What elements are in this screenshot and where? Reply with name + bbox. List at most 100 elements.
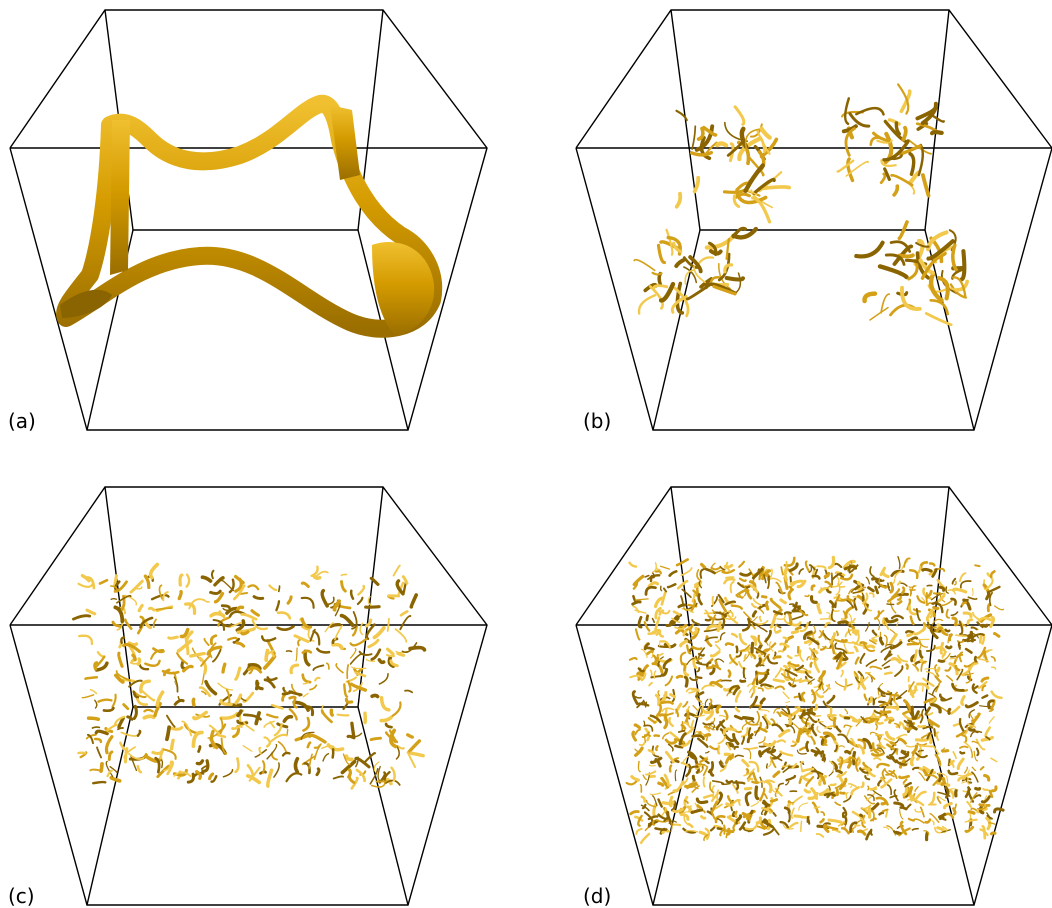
vortex-strand (408, 645, 427, 652)
vortex-strand (830, 760, 838, 771)
vortex-strand (711, 664, 722, 671)
vortex-strand (846, 595, 852, 604)
vortex-strand (838, 777, 848, 791)
vortex-strand (988, 716, 995, 724)
vortex-strand (281, 690, 294, 696)
vortex-strand (672, 780, 685, 793)
vortex-strand (122, 703, 130, 711)
vortex-strand (867, 794, 875, 802)
vortex-strand (837, 620, 852, 628)
vortex-strand (668, 716, 675, 728)
vortex-strand (295, 647, 298, 662)
vortex-strand (234, 577, 243, 593)
vortex-strand (723, 577, 736, 585)
vortex-strand (276, 611, 292, 620)
vortex-strand (369, 768, 379, 785)
vortex-strand (215, 733, 227, 739)
vortex-strand (886, 690, 892, 705)
vortex-strand (939, 816, 945, 821)
vortex-strand (683, 721, 691, 729)
vortex-strand (743, 653, 747, 660)
vortex-strand (702, 765, 709, 776)
vortex-strand (871, 629, 878, 636)
vortex-strand (936, 276, 950, 301)
vortex-strand (406, 739, 422, 755)
vortex-strand (261, 760, 266, 775)
vortex-strand (919, 806, 925, 818)
vortex-strand (308, 733, 327, 744)
vortex-strand (369, 736, 382, 742)
vortex-strand (799, 609, 809, 617)
vortex-strand (674, 744, 684, 749)
vortex-strand (817, 718, 826, 727)
vortex-strand (831, 828, 841, 834)
vortex-strand (728, 142, 735, 163)
vortex-strand (399, 610, 409, 617)
vortex-strand (690, 808, 704, 814)
vortex-strand (209, 634, 218, 646)
vortex-strand (898, 751, 910, 760)
vortex-strand (210, 775, 218, 783)
vortex-strand (966, 800, 972, 808)
vortex-strand (695, 797, 709, 805)
vortex-strand (710, 717, 716, 723)
vortex-strand (810, 689, 817, 704)
vortex-strand (219, 712, 239, 720)
vortex-strand (120, 636, 126, 645)
vortex-strand (276, 722, 289, 729)
vortex-strand (888, 770, 898, 779)
vortex-strand (699, 277, 714, 289)
vortex-strand (889, 633, 898, 645)
vortex-strand (327, 596, 335, 606)
vortex-strand (738, 660, 747, 670)
vortex-strand (848, 112, 871, 128)
vortex-strand (931, 568, 938, 578)
vortex-strand (234, 693, 243, 705)
vortex-strand (313, 743, 322, 761)
vortex-strand (918, 771, 926, 781)
vortex-strand (799, 621, 809, 633)
vortex-strand (655, 567, 661, 571)
vortex-strand (950, 655, 957, 658)
vortex-strand (313, 570, 329, 579)
vortex-strand (708, 249, 723, 256)
vortex-strand (698, 580, 703, 589)
vortex-strand (869, 306, 889, 321)
vortex-strand (660, 776, 670, 789)
vortex-strand (820, 677, 825, 691)
vortex-strand (667, 743, 674, 752)
vortex-strand (726, 815, 741, 825)
vortex-strand (842, 806, 848, 818)
vortex-strand (228, 578, 235, 594)
vortex-strand (981, 684, 987, 692)
vortex-strand (750, 616, 758, 623)
vortex-strand (222, 606, 237, 611)
vortex-strand (658, 609, 665, 616)
vortex-strand (894, 722, 901, 729)
vortex-strand (292, 698, 298, 709)
vortex-structures-c (72, 562, 427, 790)
vortex-strand (925, 768, 934, 782)
vortex-strand (827, 818, 843, 824)
vortex-strand (683, 799, 689, 804)
vortex-strand (674, 258, 686, 268)
vortex-strand (966, 618, 974, 625)
vortex-strand (952, 722, 962, 727)
vortex-strand (723, 263, 734, 274)
vortex-strand (783, 611, 792, 616)
vortex-strand (941, 829, 951, 833)
vortex-strand (662, 587, 668, 593)
vortex-strand (745, 719, 759, 726)
vortex-strand (303, 649, 311, 667)
vortex-strand (877, 687, 886, 695)
vortex-strand (72, 614, 92, 621)
vortex-strand (321, 745, 336, 750)
vortex-strand (725, 561, 731, 572)
vortex-strand (743, 611, 752, 621)
vortex-strand (787, 611, 793, 626)
vortex-strand (914, 737, 930, 742)
vortex-strand (810, 650, 816, 661)
vortex-strand (798, 692, 802, 701)
vortex-strand (921, 567, 933, 573)
vortex-strand (889, 641, 903, 650)
